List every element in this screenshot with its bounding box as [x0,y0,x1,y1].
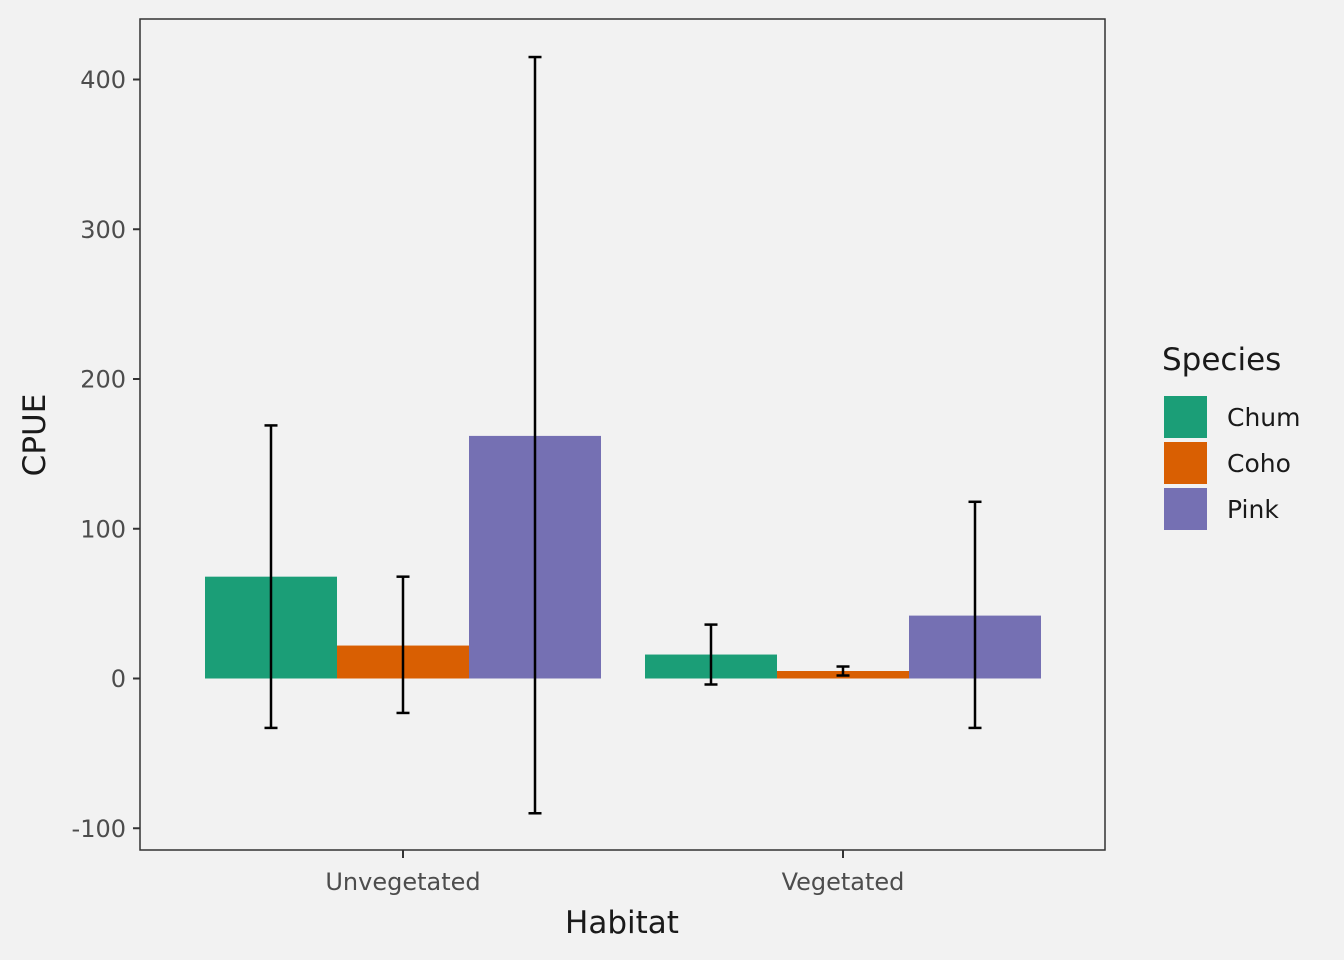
errorbar-pink-unvegetated [528,55,542,815]
y-tick-label: -100 [72,815,126,843]
legend-key-pink [1164,488,1207,530]
legend-title: Species [1162,342,1281,378]
y-tick-label: 0 [111,665,126,693]
legend-label-coho: Coho [1227,449,1291,478]
errorbar-coho-unvegetated [396,575,410,715]
legend-label-chum: Chum [1227,403,1301,432]
errorbar-pink-vegetated [968,500,982,730]
legend-label-pink: Pink [1227,495,1279,524]
plot-panel-border [139,18,1106,851]
errorbars-layer [264,55,982,815]
legend-key-coho [1164,442,1207,484]
y-tick-label: 200 [80,366,126,394]
legend: Species Chum Coho Pink [1162,342,1301,530]
errorbar-chum-vegetated [704,623,718,686]
x-tick-label: Vegetated [782,868,905,896]
x-axis: Unvegetated Vegetated [325,850,904,896]
x-axis-title: Habitat [565,905,679,941]
y-axis-title: CPUE [17,394,53,477]
errorbar-coho-vegetated [836,665,850,677]
y-axis: -100 0 100 200 300 400 [72,66,140,843]
y-tick-label: 400 [80,66,126,94]
y-tick-label: 100 [80,515,126,543]
legend-key-chum [1164,396,1207,438]
y-tick-label: 300 [80,216,126,244]
x-tick-label: Unvegetated [325,868,480,896]
errorbar-chum-unvegetated [264,424,278,730]
